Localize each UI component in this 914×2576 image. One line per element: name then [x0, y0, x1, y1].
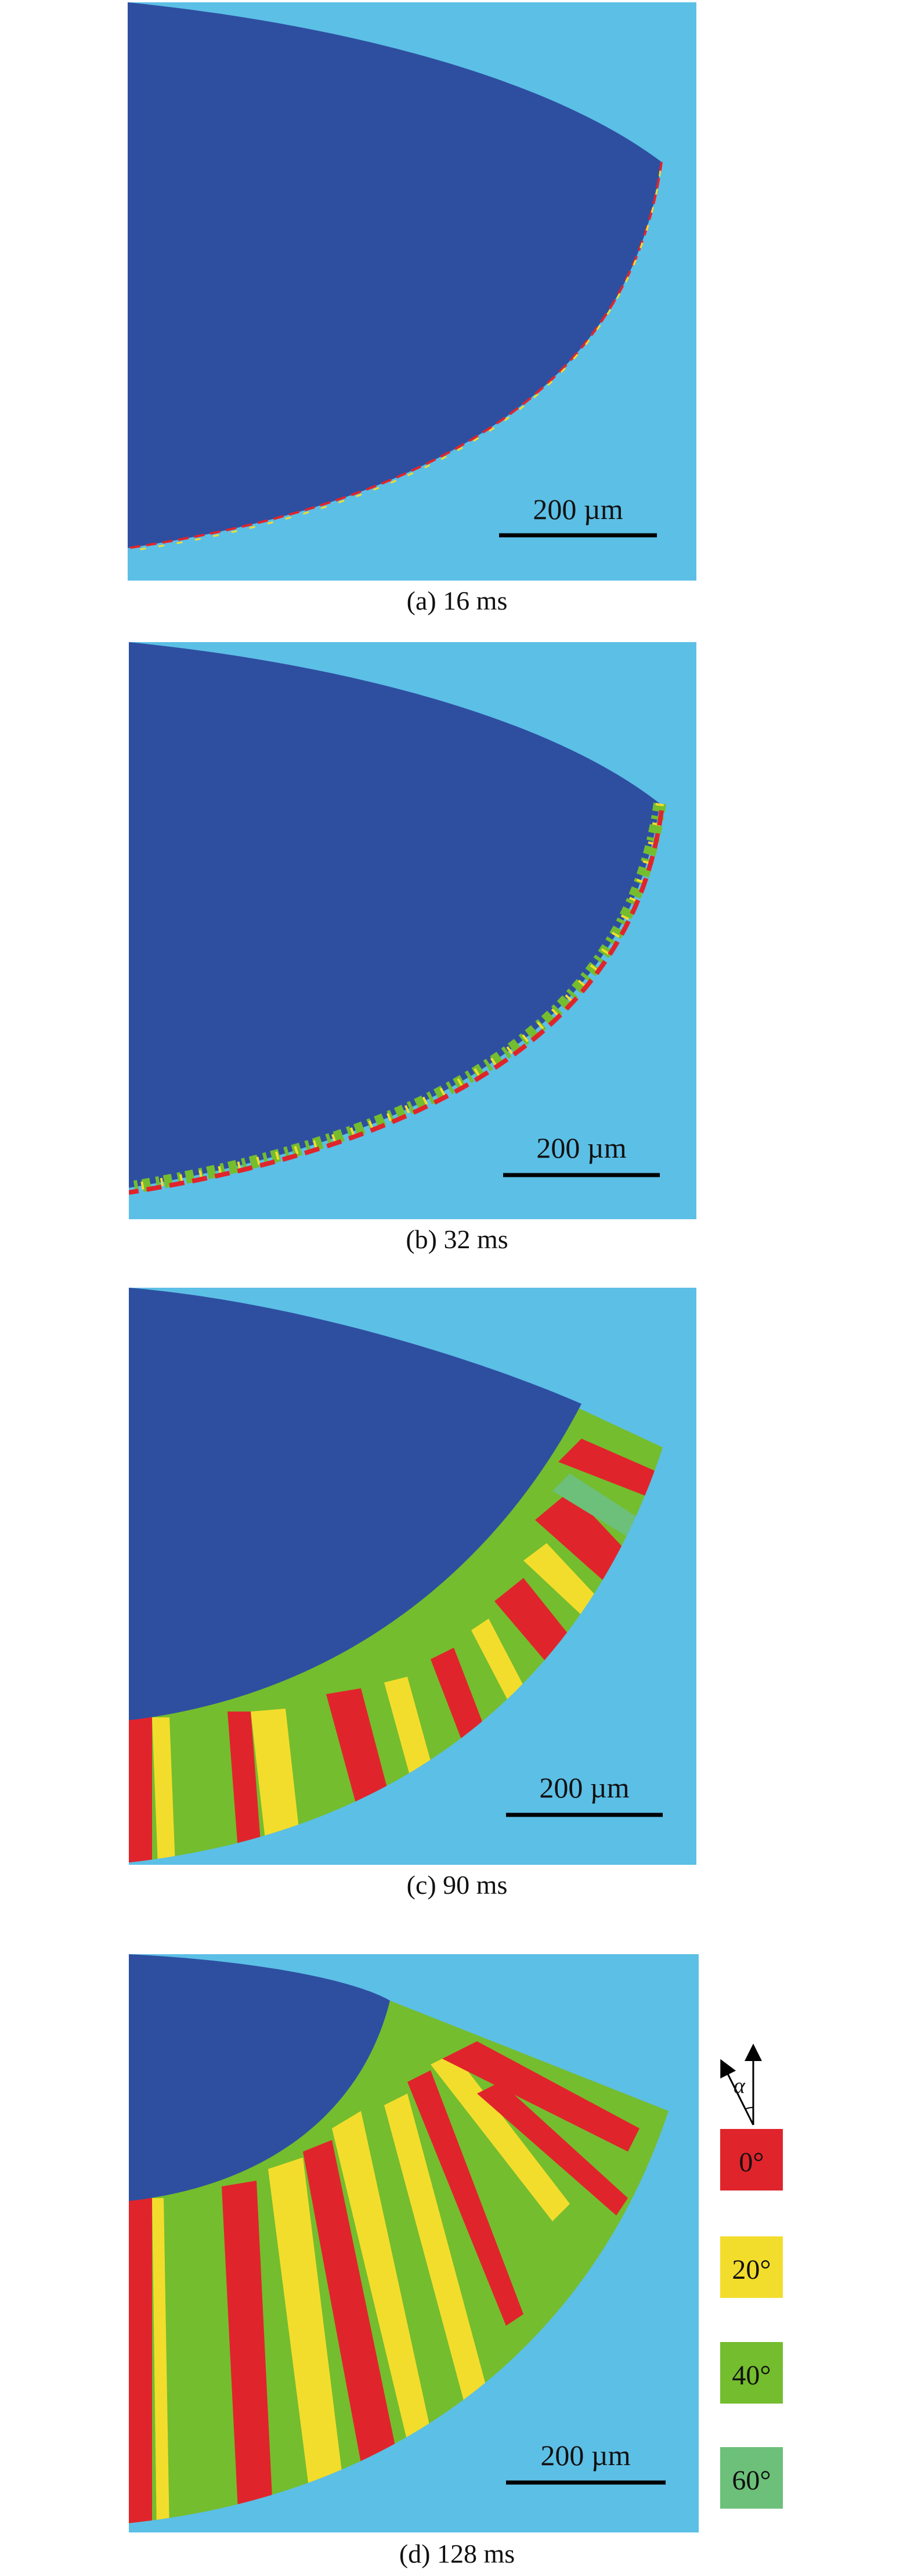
solidification-front-yellow	[133, 170, 662, 552]
dendrite-layer-red	[129, 810, 664, 1195]
melt-pool-region	[129, 1288, 581, 1720]
panel-d: 200 µm	[129, 1954, 699, 2532]
legend-item-20deg: 20°	[720, 2236, 783, 2298]
legend-item-40deg: 40°	[720, 2342, 783, 2404]
panel-c: 200 µm	[129, 1288, 696, 1865]
angle-alpha-icon: α	[720, 2044, 762, 2125]
legend-label: 0°	[739, 2147, 764, 2178]
scale-bar-label: 200 µm	[539, 1771, 629, 1804]
alpha-symbol: α	[734, 2074, 746, 2098]
panel-c-image: 200 µm	[129, 1288, 696, 1865]
melt-pool-region	[129, 1954, 390, 2201]
legend-label: 40°	[732, 2360, 771, 2391]
legend-label: 20°	[732, 2254, 771, 2285]
caption-d: (d) 128 ms	[399, 2539, 515, 2568]
caption-b: (b) 32 ms	[406, 1224, 508, 1254]
panel-b-image: 200 µm	[129, 642, 696, 1219]
melt-pool-region	[128, 2, 662, 548]
scale-bar-label: 200 µm	[533, 493, 623, 525]
panel-d-image: 200 µm	[129, 1954, 699, 2532]
melt-pool-region	[129, 642, 660, 1188]
scale-bar-label: 200 µm	[540, 2439, 630, 2471]
panel-b: 200 µm	[129, 642, 696, 1219]
caption-c: (c) 90 ms	[406, 1870, 508, 1900]
panel-a-image: 200 µm	[128, 2, 696, 581]
solidification-front	[128, 161, 663, 549]
legend-label: 60°	[732, 2465, 771, 2496]
scale-bar-label: 200 µm	[536, 1132, 626, 1164]
legend-item-0deg: 0°	[720, 2129, 783, 2190]
legend-item-60deg: 60°	[720, 2447, 783, 2509]
panel-a: 200 µm	[128, 2, 696, 581]
dendrite-layer-green	[129, 802, 666, 1194]
caption-a: (a) 16 ms	[406, 586, 508, 615]
